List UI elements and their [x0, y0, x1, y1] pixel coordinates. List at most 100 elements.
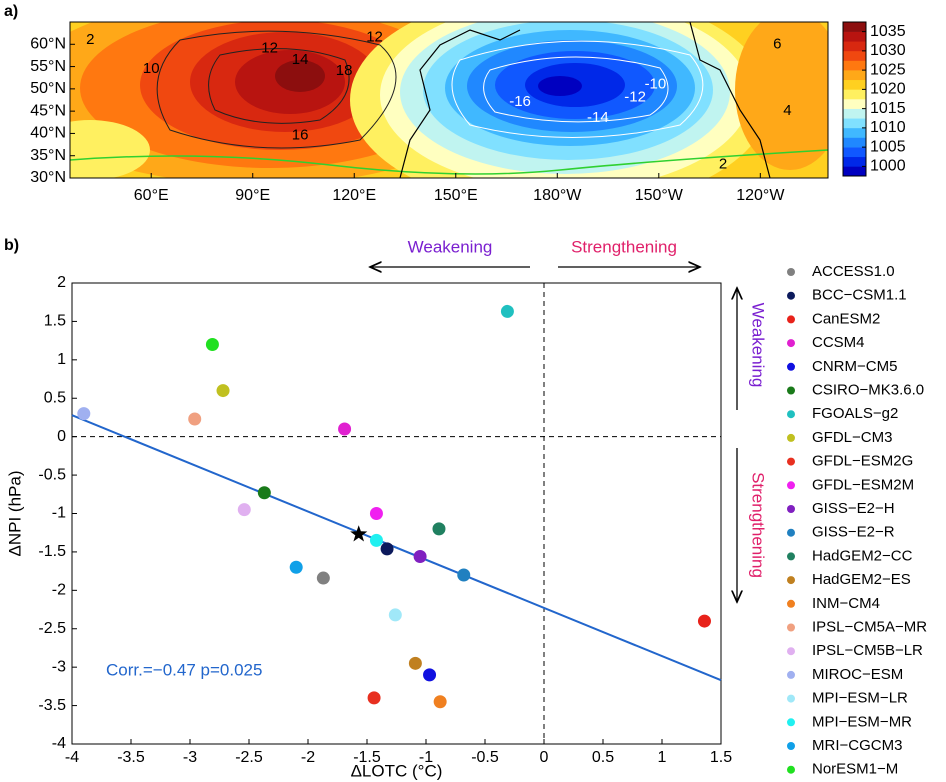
- colorbar-band: [843, 118, 866, 129]
- legend-label: FGOALS−g2: [812, 405, 898, 422]
- legend-label: MIROC−ESM: [812, 666, 903, 683]
- colorbar-band: [843, 22, 866, 32]
- colorbar-frame: [842, 21, 867, 177]
- point: [433, 695, 447, 709]
- legend-marker: [787, 386, 795, 395]
- contour-label: 2: [719, 156, 727, 173]
- legend-label: BCC−CSM1.1: [812, 287, 907, 304]
- legend-marker: [787, 268, 795, 276]
- point: [369, 533, 383, 547]
- y-tick-label: 60°N: [30, 36, 66, 53]
- colorbar-label: 1020: [870, 81, 906, 98]
- legend-label: CanESM2: [812, 310, 880, 327]
- contour-label: 4: [783, 102, 791, 119]
- y-tick-label: 30°N: [30, 169, 66, 186]
- point: [388, 608, 402, 622]
- x-tick-label: 0: [540, 749, 549, 766]
- contour-label: -12: [624, 89, 646, 106]
- legend-marker: [787, 742, 795, 750]
- x-tick-label: -3.5: [117, 749, 145, 766]
- colorbar-band: [843, 127, 866, 138]
- y-tick-label: 0: [57, 428, 66, 445]
- legend-marker: [787, 528, 795, 537]
- point: [316, 571, 330, 585]
- point: [338, 422, 352, 436]
- colorbar-band: [843, 166, 866, 177]
- x-tick-label: -3: [183, 749, 197, 766]
- y-tick-label: -3.5: [38, 697, 66, 714]
- legend-label: GISS−E2−R: [812, 524, 895, 541]
- colorbar-label: 1015: [870, 100, 906, 117]
- legend-label: ACCESS1.0: [812, 263, 895, 280]
- weakening-label: Weakening: [749, 303, 768, 388]
- legend-marker: [787, 315, 795, 324]
- y-tick-label: 1: [57, 351, 66, 368]
- legend-label: GISS−E2−H: [812, 500, 895, 517]
- legend-label: IPSL−CM5A−MR: [812, 618, 927, 635]
- y-tick-label: 50°N: [30, 80, 66, 97]
- contour-label: 6: [773, 35, 781, 52]
- x-tick-label: 180°W: [533, 187, 582, 204]
- x-tick-label: -0.5: [471, 749, 499, 766]
- point: [237, 503, 251, 517]
- map-field: [70, 22, 828, 178]
- legend-label: GFDL−CM3: [812, 429, 892, 446]
- x-tick-label: -2.5: [235, 749, 263, 766]
- x-tick-label: 0.5: [592, 749, 614, 766]
- point: [413, 550, 427, 564]
- legend-marker: [787, 362, 795, 371]
- point: [408, 656, 422, 670]
- correlation-note: Corr.=−0.47 p=0.025: [106, 660, 262, 679]
- weakening-label: Weakening: [408, 237, 493, 256]
- legend-marker: [787, 433, 795, 442]
- legend-marker: [787, 576, 795, 585]
- point: [369, 507, 383, 520]
- point: [500, 304, 514, 318]
- panel-label: b): [4, 237, 19, 254]
- strengthening-label: Strengthening: [749, 472, 768, 578]
- colorbar-band: [843, 31, 866, 42]
- y-tick-label: -2: [52, 582, 66, 599]
- x-tick-label: 1.5: [710, 749, 732, 766]
- y-tick-label: -4: [52, 735, 66, 752]
- legend-label: GFDL−ESM2G: [812, 453, 913, 470]
- colorbar-band: [843, 89, 866, 100]
- x-tick-label: -1.5: [353, 749, 381, 766]
- contour-label: 18: [336, 62, 353, 79]
- legend-marker: [787, 481, 795, 490]
- legend-marker: [787, 694, 795, 703]
- colorbar-label: 1010: [870, 119, 906, 136]
- legend-marker: [787, 718, 795, 727]
- legend-marker: [787, 505, 795, 513]
- point: [188, 412, 202, 426]
- colorbar-band: [843, 70, 866, 81]
- fit-line: [71, 414, 722, 682]
- x-tick-label: 120°E: [332, 187, 376, 204]
- mean-star: [350, 525, 368, 542]
- point: [216, 384, 230, 398]
- legend-label: NorESM1−M: [812, 761, 898, 778]
- y-tick-label: -2.5: [38, 620, 66, 637]
- strengthening-label: Strengthening: [571, 237, 677, 256]
- point: [367, 691, 381, 705]
- point: [257, 486, 271, 500]
- x-axis-label: ΔLOTC (°C): [351, 761, 443, 780]
- colorbar-label: 1035: [870, 23, 906, 40]
- contour-label: 10: [143, 60, 160, 77]
- legend-label: MRI−CGCM3: [812, 737, 902, 754]
- contour-label: 12: [261, 40, 278, 57]
- contour-label: -14: [587, 109, 609, 126]
- x-tick-label: -2: [301, 749, 315, 766]
- legend-label: CCSM4: [812, 334, 865, 351]
- y-tick-label: 45°N: [30, 102, 66, 119]
- colorbar-band: [843, 99, 866, 109]
- contour-label: -10: [645, 75, 667, 92]
- y-tick-label: 40°N: [30, 125, 66, 142]
- contour-label: -16: [509, 93, 531, 110]
- legend-label: CNRM−CM5: [812, 358, 897, 375]
- point: [697, 614, 711, 628]
- point: [205, 337, 219, 351]
- panel-label: a): [4, 3, 18, 20]
- legend-marker: [787, 623, 795, 632]
